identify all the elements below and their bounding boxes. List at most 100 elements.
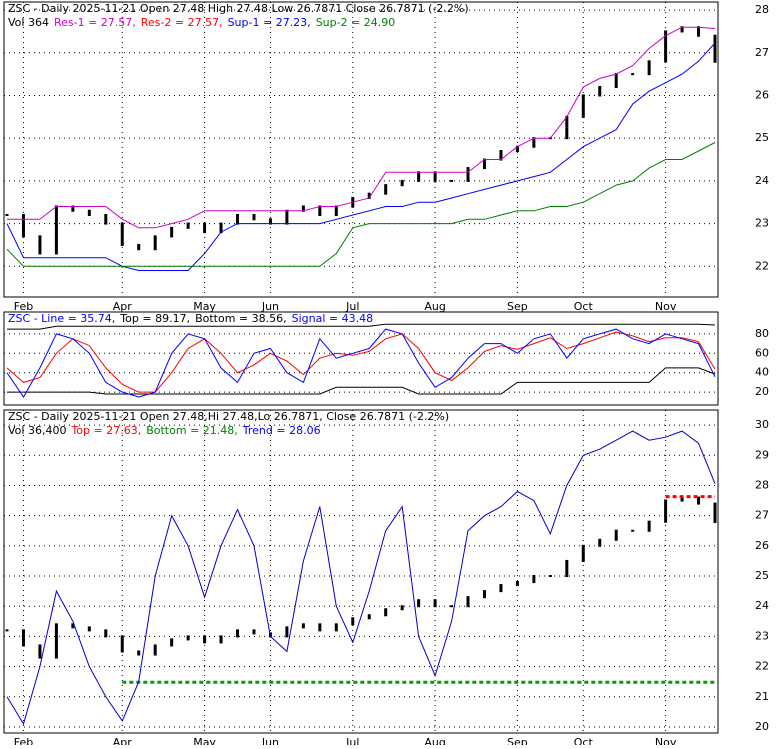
- y-tick-label: 26: [755, 539, 769, 552]
- price-bar: [87, 626, 91, 632]
- x-tick-label: Jul: [345, 300, 359, 313]
- price-bar: [54, 205, 58, 255]
- price-bar: [285, 209, 289, 225]
- x-tick-label: Feb: [14, 300, 33, 313]
- price-bar: [186, 635, 190, 641]
- x-tick-label: Nov: [655, 300, 677, 313]
- price-bar: [351, 617, 355, 626]
- price-bar: [631, 529, 635, 532]
- panel-header: ZSC - Daily 2025-11-21 Open 27.48,Hi 27.…: [8, 410, 449, 423]
- panel-frame: [3, 1, 719, 298]
- price-bar: [38, 644, 42, 659]
- price-bar: [433, 599, 437, 608]
- price-bar: [203, 635, 207, 644]
- price-bar: [137, 243, 141, 251]
- panel-header: Vol 364 Res-1 = 27.57, Res-2 = 27.57, Sup-1…: [8, 16, 395, 29]
- y-tick-label: 24: [755, 174, 769, 187]
- x-tick-label: Jun: [261, 300, 279, 313]
- price-bar: [417, 599, 421, 608]
- header-piece: Bottom = 21.48,: [146, 424, 238, 437]
- header-piece: Trend = 28.06: [242, 424, 321, 437]
- series-line: [6, 331, 716, 393]
- price-bar: [680, 496, 684, 502]
- price-bar: [301, 623, 305, 629]
- price-bar: [433, 171, 437, 182]
- price-bar: [532, 137, 536, 148]
- price-bar: [581, 544, 585, 562]
- price-bar: [647, 60, 651, 76]
- price-bar: [236, 629, 240, 638]
- x-tick-label: Apr: [113, 736, 133, 745]
- header-piece: ZSC - Daily 2025-11-21 Open 27.48,Hi 27.…: [8, 410, 449, 423]
- x-tick-label: May: [193, 736, 216, 745]
- panel-header: ZSC - Line = 35.74, Top = 89.17, Bottom = …: [8, 312, 373, 325]
- header-piece: Bottom = 38.56,: [195, 312, 287, 325]
- price-bar: [21, 214, 25, 238]
- y-tick-label: 20: [755, 720, 769, 733]
- price-bar: [565, 115, 569, 140]
- y-tick-label: 26: [755, 88, 769, 101]
- price-bar: [400, 179, 404, 187]
- price-bar: [54, 623, 58, 659]
- price-bar: [236, 214, 240, 225]
- price-bar: [334, 205, 338, 217]
- price-bar: [252, 629, 256, 635]
- price-bar: [170, 226, 174, 238]
- price-bar: [87, 209, 91, 217]
- x-tick-label: Feb: [14, 736, 33, 745]
- y-tick-label: 25: [755, 131, 769, 144]
- series-line: [6, 328, 716, 398]
- price-bar: [318, 623, 322, 632]
- x-tick-label: Sep: [507, 300, 528, 313]
- series-line: [6, 430, 716, 726]
- price-bar: [697, 496, 701, 505]
- price-bar: [384, 184, 388, 195]
- price-bar: [367, 192, 371, 199]
- x-tick-label: Jul: [345, 736, 359, 745]
- price-bar: [482, 590, 486, 599]
- price-bar: [285, 626, 289, 638]
- y-tick-label: 30: [755, 418, 769, 431]
- price-bar: [71, 205, 75, 212]
- price-bar: [697, 26, 701, 37]
- y-tick-label: 80: [755, 327, 769, 340]
- price-bar: [482, 158, 486, 170]
- header-piece: Vol 364: [8, 16, 49, 29]
- price-bar: [219, 222, 223, 234]
- price-bar: [252, 214, 256, 221]
- header-piece: ZSC - Daily 2025-11-21 Open 27.48 High 2…: [8, 2, 469, 15]
- series-line: [6, 42, 716, 271]
- price-bar: [680, 26, 684, 33]
- y-tick-label: 60: [755, 346, 769, 359]
- price-bar: [664, 499, 668, 523]
- price-bar: [367, 614, 371, 620]
- price-bar: [203, 222, 207, 234]
- price-bar: [5, 214, 9, 217]
- y-tick-label: 25: [755, 569, 769, 582]
- price-bar: [614, 529, 618, 541]
- price-bar: [450, 179, 454, 182]
- header-piece: Top = 27.63,: [70, 424, 141, 437]
- price-bar: [499, 149, 503, 161]
- header-piece: Sup-2 = 24.90: [316, 16, 396, 29]
- header-piece: Signal = 43.48: [292, 312, 374, 325]
- price-bar: [153, 644, 157, 656]
- y-tick-label: 24: [755, 599, 769, 612]
- price-bar: [647, 520, 651, 532]
- header-piece: Res-2 = 27.57,: [141, 16, 223, 29]
- price-bar: [515, 581, 519, 587]
- price-bar: [565, 559, 569, 578]
- price-bar: [104, 629, 108, 638]
- price-bar: [400, 605, 404, 611]
- price-bar: [532, 575, 536, 584]
- panel-frame: [3, 409, 719, 734]
- price-bar: [450, 605, 454, 608]
- x-tick-label: Oct: [574, 736, 594, 745]
- panel-header: ZSC - Daily 2025-11-21 Open 27.48 High 2…: [8, 2, 469, 15]
- price-bar: [598, 85, 602, 97]
- header-piece: Sup-1 = 27.23,: [228, 16, 311, 29]
- header-piece: Top = 89.17,: [119, 312, 190, 325]
- y-tick-label: 22: [755, 660, 769, 673]
- price-bar: [38, 235, 42, 255]
- series-line: [7, 367, 716, 395]
